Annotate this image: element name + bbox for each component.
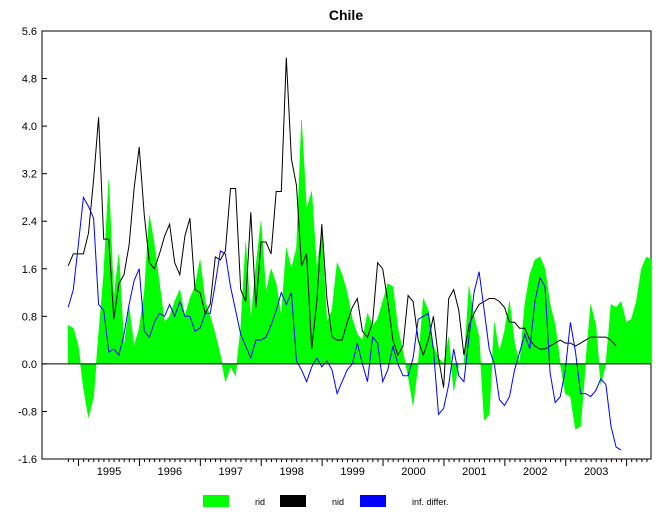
x-tick-label: 1999 <box>340 466 364 478</box>
series-layer <box>67 57 652 451</box>
x-tick-label: 1998 <box>279 466 303 478</box>
plot-frame <box>41 30 652 460</box>
x-tick-label: 2001 <box>462 466 486 478</box>
legend-swatch-nid <box>280 495 306 507</box>
plot-area <box>41 30 652 460</box>
x-tick-label: 2000 <box>401 466 425 478</box>
series-line-inf <box>67 195 622 451</box>
y-tick-label: 4.0 <box>22 121 37 133</box>
x-tick-label: 1996 <box>158 466 182 478</box>
y-tick-label: 3.2 <box>22 169 37 181</box>
x-tick-label: 2002 <box>523 466 547 478</box>
x-tick-label: 1997 <box>219 466 243 478</box>
y-tick-label: 0.0 <box>22 359 37 371</box>
series-line-nid <box>67 57 617 388</box>
y-tick-label: 2.4 <box>22 216 37 228</box>
y-tick-label: 1.6 <box>22 264 37 276</box>
legend-swatch-inf <box>360 495 386 507</box>
legend-label-nid: nid <box>332 497 344 507</box>
y-tick-label: -0.8 <box>18 406 37 418</box>
legend-label-rid: rid <box>255 497 265 507</box>
x-tick-label: 1995 <box>97 466 121 478</box>
legend-label-inf: inf. differ. <box>412 497 448 507</box>
y-tick-label: -1.6 <box>18 454 37 466</box>
y-tick-label: 0.8 <box>22 311 37 323</box>
y-tick-label: 4.8 <box>22 74 37 86</box>
series-area-rid <box>67 120 652 430</box>
axis-layer: 5.6 4.8 4.0 3.2 2.4 1.6 0.8 0.0 -0.8 -1.6 1995 1996… <box>18 26 651 478</box>
y-tick-label: 5.6 <box>22 26 37 38</box>
legend-swatch-rid <box>203 495 229 507</box>
x-tick-label: 2003 <box>584 466 608 478</box>
chart-title: Chile <box>329 7 363 23</box>
legend: rid nid inf. differ. <box>203 495 448 507</box>
